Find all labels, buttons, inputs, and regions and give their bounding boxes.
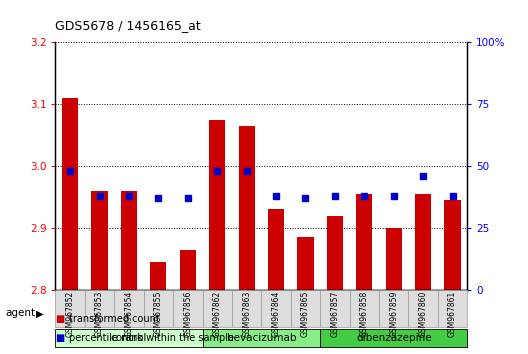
Bar	[385, 228, 402, 290]
Bar	[239, 126, 254, 290]
Text: GSM967854: GSM967854	[125, 290, 134, 337]
Bar	[62, 98, 78, 290]
Bar	[173, 290, 203, 327]
Bar	[85, 290, 114, 327]
Bar	[91, 191, 108, 290]
Text: GSM967858: GSM967858	[360, 290, 369, 337]
Text: GSM967855: GSM967855	[154, 290, 163, 337]
Text: agent: agent	[5, 308, 35, 318]
Bar	[203, 329, 320, 347]
Bar	[350, 290, 379, 327]
Bar	[203, 290, 232, 327]
Text: GSM967856: GSM967856	[183, 290, 192, 337]
Bar	[121, 191, 137, 290]
Bar	[356, 194, 372, 290]
Bar	[415, 194, 431, 290]
Text: GSM967857: GSM967857	[331, 290, 340, 337]
Bar	[327, 216, 343, 290]
Bar	[291, 290, 320, 327]
Text: GSM967860: GSM967860	[419, 290, 428, 337]
Text: GSM967853: GSM967853	[95, 290, 104, 337]
Text: GSM967865: GSM967865	[301, 290, 310, 337]
Bar	[232, 290, 261, 327]
Text: ▶: ▶	[36, 308, 43, 318]
Text: percentile rank within the sample: percentile rank within the sample	[69, 333, 233, 343]
Text: GSM967852: GSM967852	[65, 290, 74, 337]
Bar	[379, 290, 409, 327]
Bar	[55, 290, 85, 327]
Text: dibenzazepine: dibenzazepine	[356, 333, 431, 343]
Bar	[445, 200, 460, 290]
Text: ■: ■	[55, 314, 65, 324]
Bar	[144, 290, 173, 327]
Text: GSM967864: GSM967864	[271, 290, 280, 337]
Text: GSM967859: GSM967859	[389, 290, 398, 337]
Bar	[261, 290, 291, 327]
Bar	[150, 262, 166, 290]
Text: bevacizumab: bevacizumab	[227, 333, 296, 343]
Bar	[114, 290, 144, 327]
Text: GSM967862: GSM967862	[213, 290, 222, 337]
Text: GDS5678 / 1456165_at: GDS5678 / 1456165_at	[55, 19, 201, 32]
Bar	[320, 290, 350, 327]
Bar	[55, 329, 203, 347]
Text: GSM967863: GSM967863	[242, 290, 251, 337]
Bar	[438, 290, 467, 327]
Bar	[409, 290, 438, 327]
Text: ■: ■	[55, 333, 65, 343]
Bar	[320, 329, 467, 347]
Bar	[268, 210, 284, 290]
Text: transformed count: transformed count	[69, 314, 159, 324]
Text: GSM967861: GSM967861	[448, 290, 457, 337]
Bar	[297, 237, 314, 290]
Bar	[180, 250, 196, 290]
Text: control: control	[111, 333, 147, 343]
Bar	[209, 120, 225, 290]
